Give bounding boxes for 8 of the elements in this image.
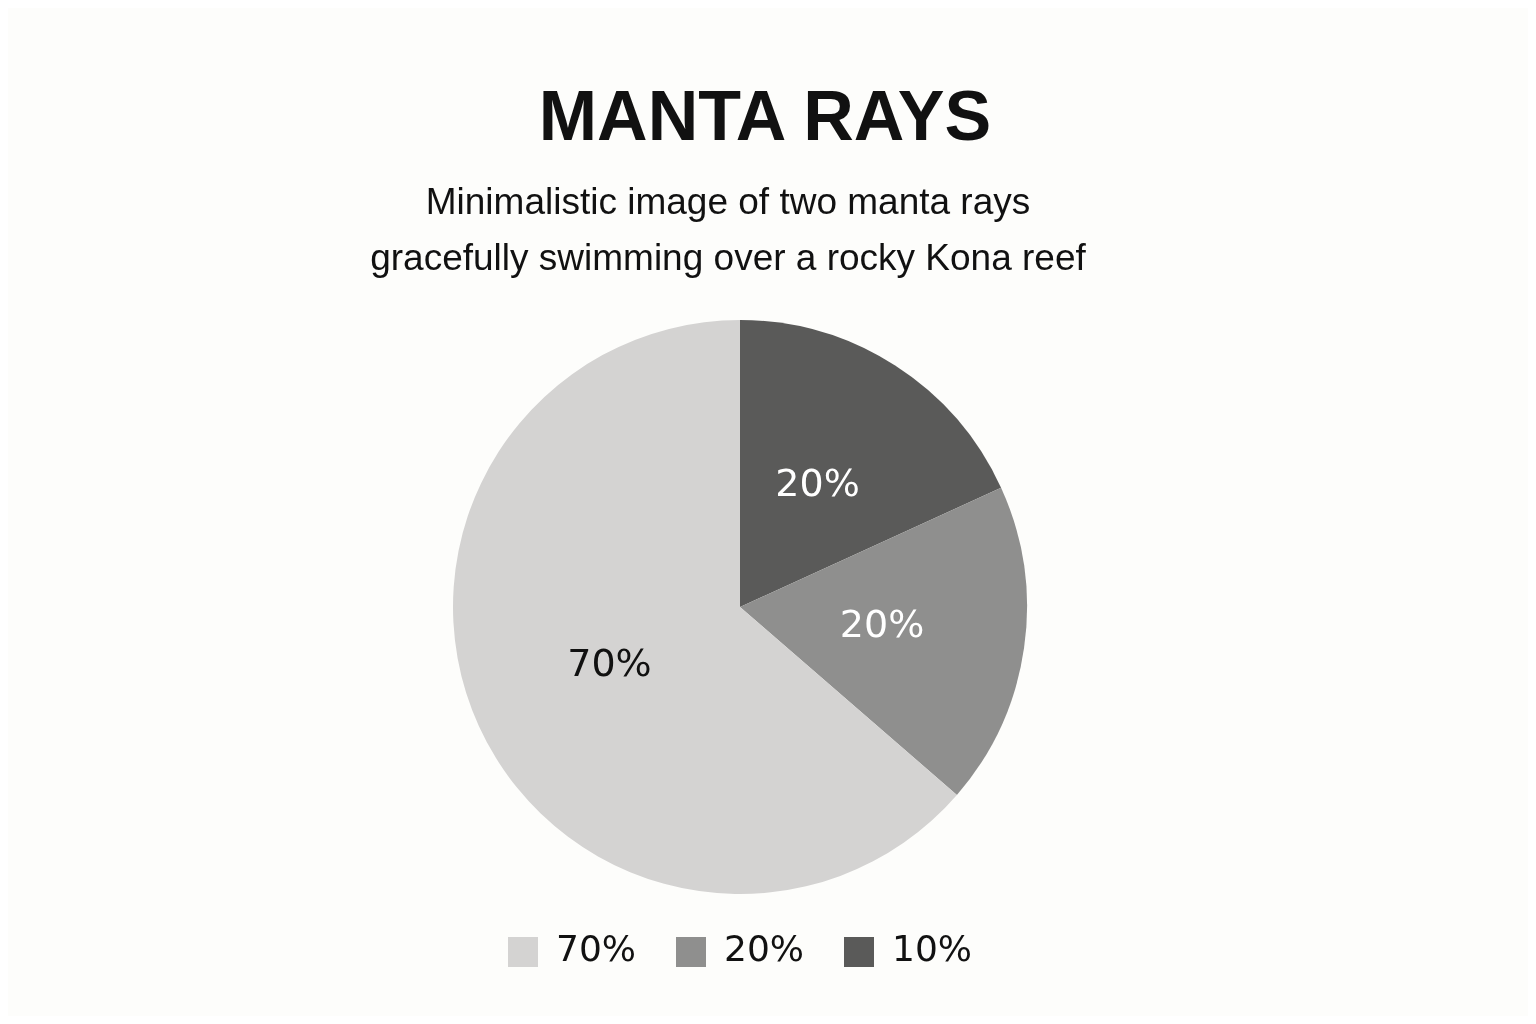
data-label: 20%: [839, 602, 925, 647]
data-label: 20%: [775, 461, 860, 506]
chart-subtitle: Minimalistic image of two manta rays gracefully swimming over a rocky Kona reef: [369, 180, 1087, 280]
legend-label: 20%: [723, 928, 805, 970]
legend-label: 10%: [892, 928, 973, 970]
data-label: 70%: [567, 641, 652, 686]
chart-title: MANTA RAYS: [537, 76, 993, 156]
legend-label: 70%: [555, 928, 636, 970]
